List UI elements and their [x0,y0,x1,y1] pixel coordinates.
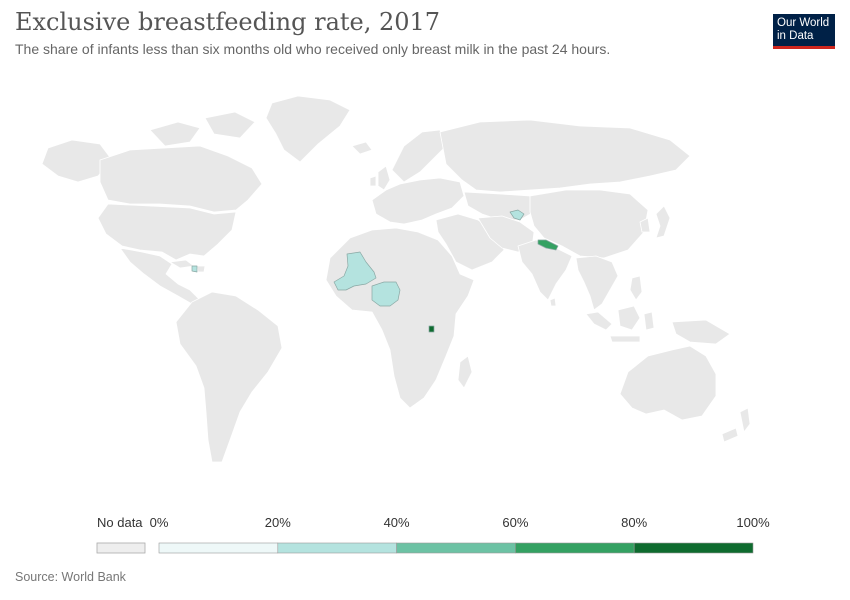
region-southeast-asia[interactable] [575,255,619,311]
region-alaska[interactable] [41,139,113,183]
region-madagascar[interactable] [457,355,473,389]
region-india[interactable] [517,239,573,301]
region-mali[interactable] [333,251,377,291]
legend-bin-3[interactable] [515,542,635,554]
region-sulawesi[interactable] [643,311,655,331]
logo-line-2: in Data [777,30,814,42]
region-tajikistan[interactable] [509,209,525,221]
region-iceland[interactable] [351,141,373,155]
region-canada[interactable] [99,145,263,213]
region-greenland[interactable] [265,95,351,163]
region-papua[interactable] [671,319,731,345]
region-south-america[interactable] [175,291,283,463]
legend-bar [96,542,754,554]
owid-logo[interactable]: Our World in Data [773,14,835,49]
legend-tick-label: 40% [383,515,410,530]
legend-bin-1[interactable] [277,542,397,554]
region-russia[interactable] [439,119,691,193]
region-cuba[interactable] [169,259,195,269]
region-australia[interactable] [619,345,717,421]
region-sri-lanka[interactable] [549,297,557,307]
region-central-asia[interactable] [463,191,535,221]
region-sumatra[interactable] [585,311,613,331]
region-united-states[interactable] [97,203,237,261]
region-scandinavia[interactable] [391,129,447,183]
legend-bin-4[interactable] [633,542,754,554]
region-borneo[interactable] [617,305,641,331]
legend-tick-label: 60% [502,515,529,530]
chart-subtitle: The share of infants less than six month… [15,41,611,57]
region-rwanda[interactable] [428,325,435,333]
region-japan[interactable] [655,205,671,239]
region-dominican-republic[interactable] [196,265,206,273]
legend-tick-label: 80% [621,515,648,530]
region-mexico[interactable] [119,247,201,305]
region-china[interactable] [529,189,649,259]
region-ireland[interactable] [369,175,377,187]
region-haiti[interactable] [191,265,198,273]
source-note: Source: World Bank [15,570,126,584]
legend-bin-2[interactable] [396,542,516,554]
region-nigeria[interactable] [371,281,401,307]
region-arctic-islands[interactable] [149,121,201,147]
logo-line-1: Our World [777,17,830,29]
region-philippines[interactable] [629,275,643,301]
region-new-zealand[interactable] [739,407,751,433]
region-new-zealand-south[interactable] [721,427,739,443]
legend-bin-0[interactable] [158,542,279,554]
legend-tick-label: 20% [264,515,291,530]
region-nepal[interactable] [537,239,559,251]
region-korea[interactable] [639,217,651,233]
legend-tick-label: 0% [149,515,169,530]
region-europe[interactable] [371,177,465,225]
legend-bins [158,542,754,554]
legend-no-data-swatch[interactable] [96,542,146,554]
region-united-kingdom[interactable] [377,165,391,191]
region-java[interactable] [609,335,641,343]
legend-no-data-label: No data [97,515,143,530]
legend-tick-label: 100% [736,515,770,530]
chart-title: Exclusive breastfeeding rate, 2017 [15,8,441,36]
region-arctic-islands-2[interactable] [204,111,256,139]
